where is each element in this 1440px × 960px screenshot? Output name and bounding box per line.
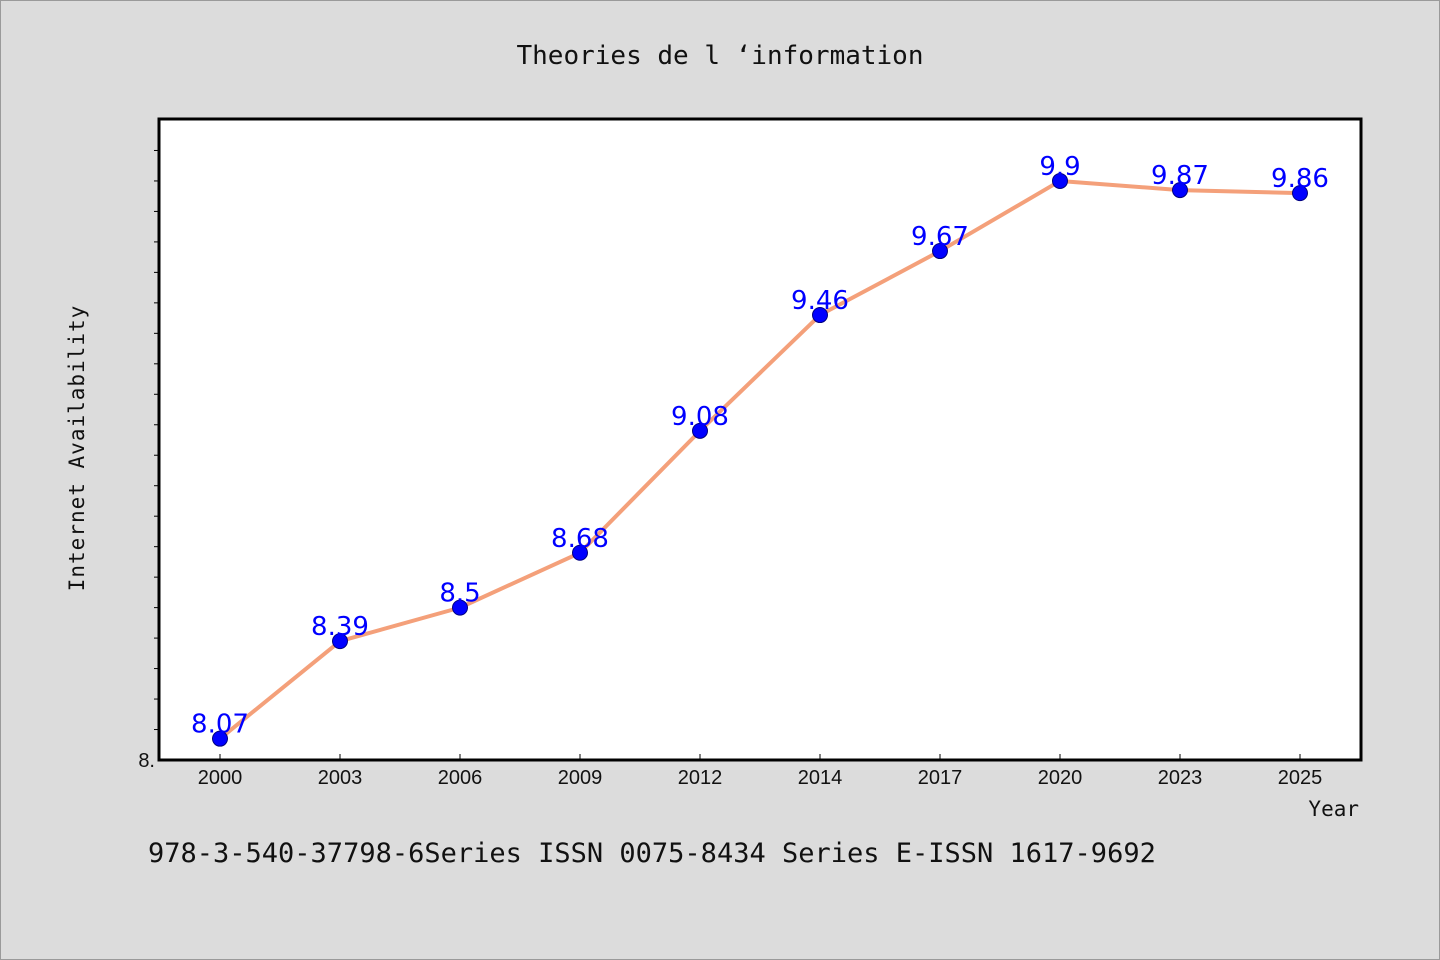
series-line-group <box>218 178 1302 741</box>
data-label: 8.5 <box>439 579 480 609</box>
y-tick-label: 8. <box>138 750 155 772</box>
data-label: 8.68 <box>551 524 609 554</box>
x-axis-label: Year <box>1308 797 1359 821</box>
chart-title: Theories de l ‘information <box>517 41 924 71</box>
data-label: 9.46 <box>791 286 849 316</box>
data-labels: 8.07 8.39 8.5 8.68 9.08 9.46 9.67 9.9 9.87 9.86 <box>191 152 1329 740</box>
x-tick-label: 2003 <box>318 767 363 789</box>
data-point <box>932 243 948 260</box>
data-point <box>452 599 468 616</box>
data-markers <box>212 172 1308 747</box>
x-tick-label: 2000 <box>198 767 243 789</box>
x-tick-label: 2020 <box>1038 767 1083 789</box>
data-label: 9.87 <box>1151 161 1209 191</box>
footer-text: 978-3-540-37798-6Series ISSN 0075-8434 S… <box>148 838 1156 869</box>
x-tick-label: 2023 <box>1158 767 1203 789</box>
data-label: 8.07 <box>191 710 249 740</box>
data-label: 9.86 <box>1271 164 1329 194</box>
data-point <box>1052 172 1068 189</box>
y-axis-label: Internet Availability <box>65 305 89 592</box>
y-axis-ticks <box>154 149 160 731</box>
data-point <box>332 633 348 650</box>
data-point <box>812 307 828 324</box>
data-point <box>1172 182 1188 199</box>
x-tick-label: 2012 <box>678 767 723 789</box>
plot-area <box>157 117 1363 762</box>
data-label: 9.67 <box>911 222 969 252</box>
data-label: 8.39 <box>311 612 369 642</box>
x-axis-ticks: 2000 2003 2006 2009 2012 2014 2017 2020 2023 2025 <box>198 754 1323 789</box>
data-label: 9.9 <box>1039 152 1080 182</box>
x-tick-label: 2014 <box>798 767 843 789</box>
data-point <box>212 730 228 747</box>
series-line <box>218 178 1302 741</box>
data-point <box>1292 185 1308 202</box>
data-point <box>572 544 588 561</box>
data-point <box>692 422 708 439</box>
data-label: 9.08 <box>671 402 729 432</box>
x-tick-label: 2017 <box>918 767 963 789</box>
x-tick-label: 2025 <box>1278 767 1323 789</box>
x-tick-label: 2009 <box>558 767 603 789</box>
x-tick-label: 2006 <box>438 767 483 789</box>
